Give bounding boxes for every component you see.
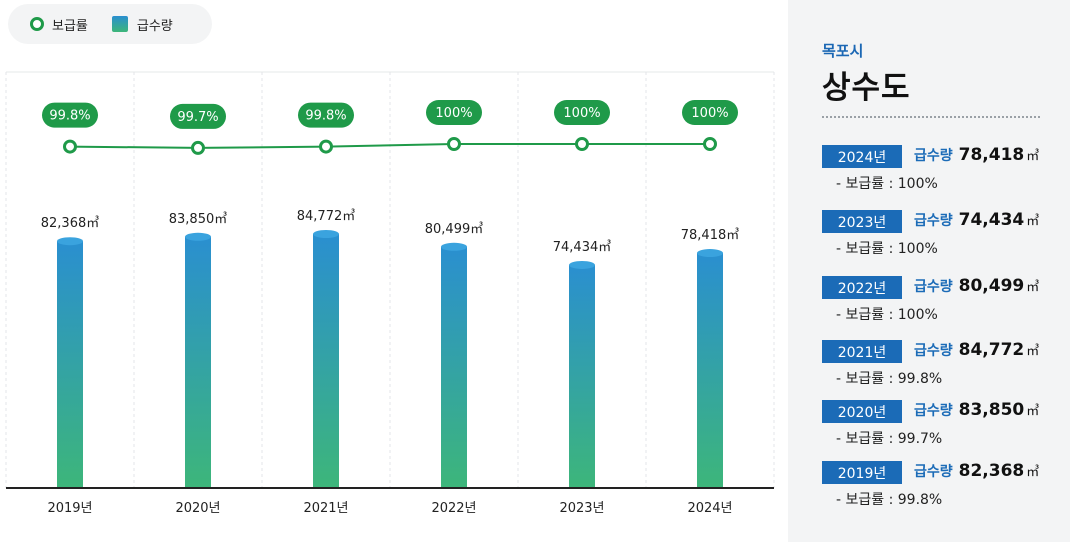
entry-supply-label: 급수량 <box>914 279 953 295</box>
entry-supply-label: 급수량 <box>914 403 953 419</box>
year-entry: 2023년 급수량 74,434 ㎥ - 보급률 : 100% <box>822 210 1052 262</box>
entry-supply-unit: ㎥ <box>1026 404 1040 419</box>
legend-item-supply: 급수량 <box>111 15 173 34</box>
year-entry: 2021년 급수량 84,772 ㎥ - 보급률 : 99.8% <box>822 340 1052 392</box>
panel-title: 상수도 <box>822 70 911 106</box>
legend-item-rate: 보급률 <box>30 15 88 34</box>
bar-cap <box>569 260 595 269</box>
rate-label: 99.7% <box>177 110 218 125</box>
year-entry: 2022년 급수량 80,499 ㎥ - 보급률 : 100% <box>822 276 1052 328</box>
entry-supply-unit: ㎥ <box>1026 344 1040 359</box>
bar <box>185 236 211 488</box>
bar <box>313 234 339 488</box>
entry-supply-label: 급수량 <box>914 464 953 480</box>
x-tick-label: 2022년 <box>431 501 476 516</box>
rate-pill <box>42 102 98 128</box>
bar-value-label: 83,850㎥ <box>169 212 228 227</box>
bar-value-label: 84,772㎥ <box>297 209 356 224</box>
entry-year-badge: 2019년 <box>822 461 902 484</box>
entry-rate: - 보급률 : 99.8% <box>836 492 943 508</box>
entry-supply: 급수량 78,418 ㎥ <box>914 145 1039 168</box>
rate-pill <box>426 100 482 125</box>
entry-supply-unit: ㎥ <box>1026 149 1040 164</box>
bar-cap <box>313 230 339 238</box>
entry-supply-label: 급수량 <box>914 343 953 359</box>
bar-value-label: 82,368㎥ <box>41 216 100 231</box>
year-entry: 2020년 급수량 83,850 ㎥ - 보급률 : 99.7% <box>822 400 1052 452</box>
year-entry: 2019년 급수량 82,368 ㎥ - 보급률 : 99.8% <box>822 461 1052 513</box>
x-tick-label: 2023년 <box>559 501 604 516</box>
entry-supply-unit: ㎥ <box>1026 214 1040 229</box>
entry-supply-value: 84,772 <box>958 340 1025 360</box>
entry-supply-value: 80,499 <box>958 276 1025 296</box>
bar <box>441 246 467 488</box>
entry-rate: - 보급률 : 100% <box>836 307 938 323</box>
rate-pill <box>554 100 610 125</box>
rate-point <box>319 139 333 154</box>
bar-value-label: 78,418㎥ <box>681 228 740 243</box>
rate-point <box>447 137 461 151</box>
entry-supply: 급수량 83,850 ㎥ <box>914 400 1039 423</box>
entry-supply-value: 78,418 <box>958 145 1025 165</box>
bar-value-label: 74,434㎥ <box>553 240 612 255</box>
entry-rate: - 보급률 : 99.8% <box>836 371 943 387</box>
bar-cap <box>441 242 467 251</box>
x-tick-label: 2020년 <box>175 501 220 516</box>
bar <box>57 241 83 488</box>
entry-supply-value: 83,850 <box>958 400 1025 420</box>
entry-year-badge: 2022년 <box>822 276 902 299</box>
ring-icon <box>30 17 44 31</box>
entry-rate: - 보급률 : 100% <box>836 176 938 192</box>
rate-pill <box>298 102 354 128</box>
rate-point <box>703 137 717 151</box>
city-name: 목포시 <box>822 42 864 60</box>
legend-rate-label: 보급률 <box>52 18 88 34</box>
entry-year-badge: 2020년 <box>822 400 902 423</box>
rate-label: 99.8% <box>49 109 90 124</box>
x-tick-label: 2024년 <box>687 501 732 516</box>
rate-point <box>575 137 589 151</box>
entry-rate: - 보급률 : 99.7% <box>836 431 943 447</box>
gradient-square-icon <box>111 16 128 32</box>
bar-cap <box>697 249 723 258</box>
bar-cap <box>185 232 211 241</box>
entry-supply: 급수량 74,434 ㎥ <box>914 210 1039 233</box>
entry-rate: - 보급률 : 100% <box>836 241 938 257</box>
rate-point <box>63 139 77 154</box>
panel-divider <box>822 116 1040 118</box>
entry-supply: 급수량 84,772 ㎥ <box>914 340 1039 363</box>
legend-supply-label: 급수량 <box>136 18 173 34</box>
rate-label: 99.8% <box>305 109 346 124</box>
combo-chart: 99.8% 99.7% 99.8% 100% 100% 100% 82,368㎥ 2019년… <box>5 71 775 516</box>
entry-supply: 급수량 80,499 ㎥ <box>914 276 1039 299</box>
entry-year-badge: 2024년 <box>822 145 902 168</box>
rate-pill <box>682 100 738 125</box>
summary-panel: 목포시 상수도 2024년 급수량 78,418 ㎥ - 보급률 : 100% 2023년… <box>788 0 1070 542</box>
rate-label: 100% <box>691 106 728 121</box>
rate-label: 100% <box>563 106 600 121</box>
rate-label: 100% <box>435 106 472 121</box>
x-tick-label: 2019년 <box>47 501 92 516</box>
bar-value-label: 80,499㎥ <box>425 222 484 237</box>
entry-year-badge: 2021년 <box>822 340 902 363</box>
entry-year-badge: 2023년 <box>822 210 902 233</box>
entry-supply-label: 급수량 <box>914 213 953 229</box>
entry-supply-value: 74,434 <box>958 210 1025 230</box>
rate-point <box>191 140 205 155</box>
entry-supply-value: 82,368 <box>958 461 1025 481</box>
rate-line <box>69 143 710 149</box>
entry-supply-label: 급수량 <box>914 148 953 164</box>
x-tick-label: 2021년 <box>303 501 348 516</box>
entry-supply: 급수량 82,368 ㎥ <box>914 461 1039 484</box>
bar <box>697 253 723 488</box>
year-entry: 2024년 급수량 78,418 ㎥ - 보급률 : 100% <box>822 145 1052 197</box>
bar-cap <box>57 237 83 246</box>
entry-supply-unit: ㎥ <box>1026 465 1040 480</box>
chart-legend: 보급률 급수량 <box>8 4 212 44</box>
bar <box>569 264 595 488</box>
entry-supply-unit: ㎥ <box>1026 280 1040 295</box>
rate-pill <box>170 103 226 129</box>
